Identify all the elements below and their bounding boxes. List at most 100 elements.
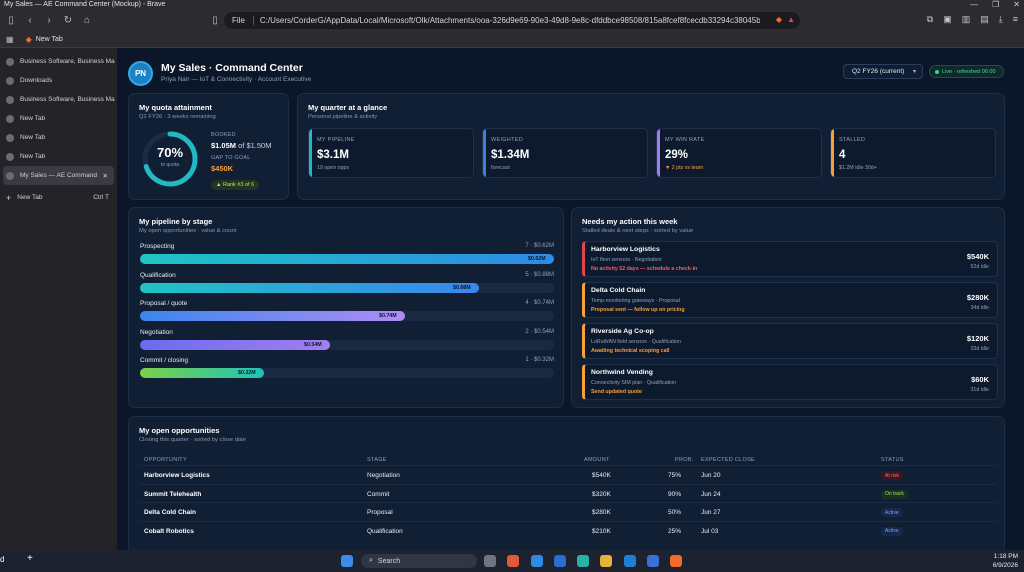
windows-taskbar: d + ⌕ Search 1:18 PM 6/9/2026: [0, 550, 1024, 572]
pipeline-stage-row[interactable]: Qualification 5 · $0.88M $0.88M: [140, 272, 554, 296]
table-row[interactable]: Harborview Logistics Negotiation $540K 75% J…: [139, 465, 997, 484]
plus-icon: +: [6, 192, 12, 203]
kpi-sub: $1.2M idle 30d+: [839, 165, 877, 171]
sidebar-toggle-icon[interactable]: ▯: [8, 15, 14, 26]
sidebar-tab-0[interactable]: Business Software, Business Ma: [0, 52, 117, 71]
col-stage[interactable]: STAGE: [367, 457, 387, 463]
maximize-button[interactable]: ❐: [992, 0, 1000, 9]
mail-icon[interactable]: [554, 555, 566, 567]
table-row[interactable]: Cobalt Robotics Qualification $210K 25% Jul …: [139, 520, 997, 540]
search-label: Search: [377, 557, 401, 565]
file-explorer-icon[interactable]: [600, 555, 612, 567]
col-amount[interactable]: AMOUNT: [584, 457, 610, 463]
opp-amount: $210K: [592, 527, 611, 535]
opp-stage: Proposal: [367, 509, 393, 516]
quota-card: My quota attainment Q2 FY26 · 3 weeks re…: [128, 93, 289, 200]
bookmark-new-tab[interactable]: New Tab: [35, 35, 63, 43]
col-opportunity[interactable]: OPPORTUNITY: [144, 457, 187, 463]
col-expected-close[interactable]: EXPECTED CLOSE: [701, 457, 756, 463]
reading-list-icon[interactable]: ▤: [980, 14, 989, 24]
kpi-accent: [657, 129, 660, 177]
url-text[interactable]: C:/Users/CorderG/AppData/Local/Microsoft…: [259, 16, 760, 25]
booked-label: BOOKED: [211, 132, 236, 138]
windows-start-icon[interactable]: [341, 555, 353, 567]
quarter-select[interactable]: Q2 FY26 (current) ▾: [843, 64, 923, 79]
status-badge: On track: [881, 489, 908, 499]
action-item[interactable]: Harborview Logistics IoT fleet sensors ·…: [582, 241, 998, 277]
forward-icon[interactable]: ›: [47, 15, 51, 26]
quota-subtitle: Q2 FY26 · 3 weeks remaining: [139, 114, 216, 120]
action-item[interactable]: Northwind Vending Connectivity SIM plan …: [582, 364, 998, 400]
action-item[interactable]: Delta Cold Chain Temp-monitoring gateway…: [582, 282, 998, 318]
opp-prob: 50%: [668, 509, 682, 516]
actions-card: Needs my action this week Stalled deals …: [571, 207, 1005, 408]
sidebar-tab-active[interactable]: My Sales — AE Command ✕: [3, 166, 114, 185]
sidebar-tab-4[interactable]: New Tab: [0, 128, 117, 147]
page-subtitle: Priya Nair — IoT & Connectivity · Accoun…: [161, 76, 312, 83]
stage-name: Proposal / quote: [140, 300, 188, 307]
table-row[interactable]: Summit Telehealth Commit $320K 90% Jun 24 On …: [139, 483, 997, 503]
opp-close: Jun 20: [701, 472, 721, 479]
app-icon[interactable]: [507, 555, 519, 567]
system-clock[interactable]: 1:18 PM 6/9/2026: [993, 552, 1018, 570]
kpi-stalled: STALLED 4 $1.2M idle 30d+: [830, 128, 996, 178]
pipeline-stage-row[interactable]: Negotiation 2 · $0.54M $0.54M: [140, 329, 554, 353]
tab-label: New Tab: [20, 134, 46, 141]
opportunities-title: My open opportunities: [139, 426, 220, 435]
brave-shield-icon[interactable]: ◆: [775, 15, 782, 24]
address-bar[interactable]: File C:/Users/CorderG/AppData/Local/Micr…: [224, 12, 800, 29]
extensions-icon[interactable]: ⧉: [926, 14, 934, 24]
status-badge: At risk: [881, 471, 903, 480]
opp-stage: Commit: [367, 490, 390, 498]
taskbar-search[interactable]: ⌕ Search: [361, 554, 477, 568]
back-icon[interactable]: ‹: [28, 15, 32, 26]
action-item[interactable]: Riverside Ag Co-op LoRaWAN field sensors…: [582, 323, 998, 359]
sidebar-tab-3[interactable]: New Tab: [0, 109, 117, 128]
edge-icon[interactable]: [577, 555, 589, 567]
close-window-button[interactable]: ✕: [1013, 0, 1020, 9]
defender-icon[interactable]: [531, 555, 543, 567]
home-icon[interactable]: ⌂: [83, 15, 91, 26]
pipeline-stage-row[interactable]: Prospecting 7 · $0.62M $0.62M: [140, 243, 554, 267]
col-status[interactable]: STATUS: [881, 457, 904, 463]
outlook-icon[interactable]: [624, 555, 636, 567]
action-next-step: Proposal sent — follow up on pricing: [591, 307, 685, 313]
glance-title: My quarter at a glance: [308, 103, 388, 112]
sidebar-new-tab[interactable]: + New Tab Ctrl T: [0, 188, 117, 207]
sidebar-tab-1[interactable]: Downloads: [0, 71, 117, 90]
tab-label: Downloads: [20, 77, 53, 84]
close-tab-icon[interactable]: ✕: [102, 173, 108, 180]
opp-prob: 90%: [668, 490, 682, 498]
shield-icon: [6, 152, 14, 161]
stage-count: 5 · $0.88M: [525, 271, 554, 278]
pipeline-stage-row[interactable]: Proposal / quote 4 · $0.74M $0.74M: [140, 300, 554, 324]
pipeline-stage-row[interactable]: Commit / closing 1 · $0.32M $0.32M: [140, 357, 554, 381]
sidebar-tab-2[interactable]: Business Software, Business Ma: [0, 90, 117, 109]
opportunities-subtitle: Closing this quarter · sorted by close d…: [139, 437, 246, 443]
split-view-icon[interactable]: ▥: [961, 14, 971, 24]
wallet-icon[interactable]: ▣: [943, 14, 952, 24]
menu-icon[interactable]: ≡: [1012, 14, 1018, 24]
brave-rewards-icon[interactable]: ▲: [787, 15, 795, 24]
word-icon[interactable]: [647, 555, 659, 567]
gap-label: GAP TO GOAL: [211, 155, 251, 161]
sidebar-tab-5[interactable]: New Tab: [0, 147, 117, 166]
download-icon: [6, 76, 14, 85]
opp-close: Jun 27: [701, 509, 721, 516]
action-value: $540K: [966, 252, 989, 261]
browser-toolbar: ▯ ‹ › ↻ ⌂ ▯ File C:/Users/CorderG/AppDat…: [0, 10, 1024, 31]
col-prob[interactable]: PROB.: [675, 457, 694, 463]
downloads-icon[interactable]: ⤓: [998, 14, 1003, 24]
brave-icon[interactable]: [670, 555, 682, 567]
window-title: My Sales — AE Command Center (Mockup) - …: [4, 1, 166, 8]
minimize-button[interactable]: —: [970, 0, 979, 9]
reload-icon[interactable]: ↻: [63, 15, 73, 26]
table-row[interactable]: Delta Cold Chain Proposal $280K 50% Jun 27 Ac…: [139, 502, 997, 521]
stage-track: [140, 339, 554, 350]
task-view-icon[interactable]: [484, 555, 496, 567]
apps-grid-icon[interactable]: ▦: [6, 34, 14, 44]
globe-icon: [6, 171, 14, 180]
quota-title: My quota attainment: [139, 103, 212, 112]
bookmark-icon[interactable]: ▯: [212, 15, 218, 26]
plus-icon[interactable]: +: [27, 553, 33, 564]
